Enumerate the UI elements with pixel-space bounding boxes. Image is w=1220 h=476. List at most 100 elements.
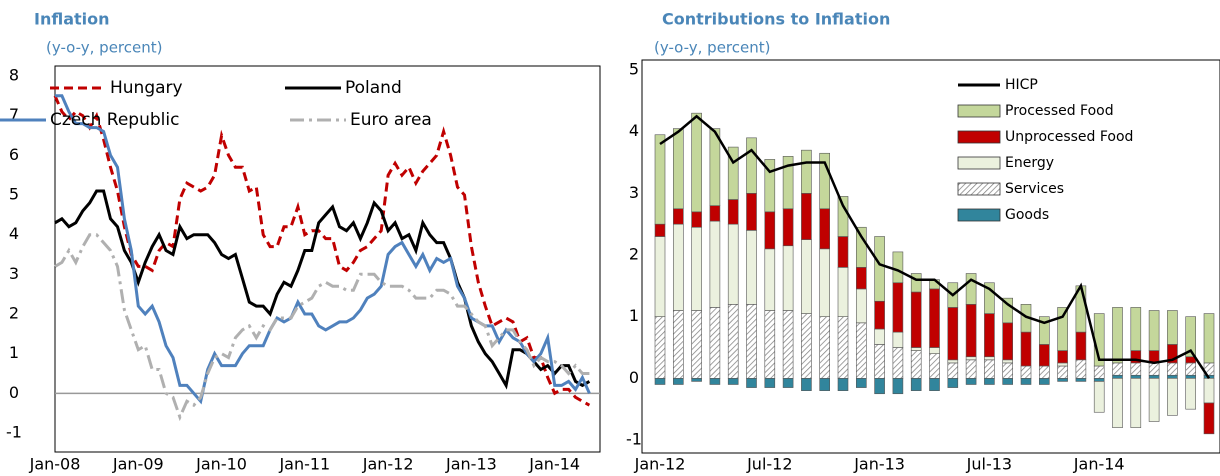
bar-segment — [855, 226, 867, 268]
bar-segment — [892, 347, 904, 379]
x-tick-label: Jan-12 — [634, 455, 686, 474]
bar-segment — [874, 236, 885, 302]
bar-segment — [855, 288, 867, 324]
bar-segment — [984, 282, 995, 314]
bar-segment — [1020, 331, 1032, 367]
x-tick-label: Jan-11 — [278, 455, 330, 474]
bar-segment — [801, 193, 812, 240]
bar-segment — [965, 359, 977, 379]
bar-segment — [1020, 365, 1032, 379]
bar-segment — [1130, 307, 1142, 351]
bar-segment — [929, 288, 940, 348]
bar-segment — [1185, 362, 1196, 376]
y-tick-label: 5 — [9, 185, 19, 204]
y-tick-label: 2 — [629, 245, 639, 264]
bar-segment — [837, 316, 849, 379]
bar-segment — [965, 304, 977, 358]
bar-segment — [910, 350, 922, 379]
x-tick-label: Jul-12 — [746, 455, 792, 474]
bar-segment — [1167, 374, 1178, 379]
chart-subtitle: (y-o-y, percent) — [46, 39, 162, 57]
chart-subtitle: (y-o-y, percent) — [654, 39, 770, 57]
bar-segment — [691, 211, 702, 228]
bar-segment — [782, 156, 794, 210]
bar-segment — [1075, 378, 1087, 382]
bar-segment — [984, 356, 995, 361]
bar-segment — [1093, 378, 1105, 382]
legend-swatch — [957, 182, 1001, 196]
series-line — [53, 95, 591, 407]
y-tick-label: 5 — [629, 60, 639, 79]
bar-segment — [1167, 310, 1178, 345]
plot-frame — [54, 65, 601, 453]
x-tick-label: Jan-08 — [29, 455, 81, 474]
bar-segment — [1203, 313, 1215, 364]
legend-label: Czech Republic — [50, 110, 179, 130]
bar-segment — [1130, 378, 1142, 428]
legend-label: Hungary — [110, 78, 183, 98]
bar-segment — [892, 251, 904, 284]
bar-segment — [819, 316, 831, 379]
legend-label: Poland — [345, 78, 402, 98]
bar-segment — [892, 378, 904, 395]
y-tick-label: 3 — [9, 264, 19, 283]
bar-segment — [654, 316, 666, 379]
chart-title: Inflation — [34, 10, 110, 29]
bar-segment — [1075, 359, 1087, 379]
bar-segment — [984, 313, 995, 358]
bar-segment — [764, 378, 776, 388]
bar-segment — [984, 359, 995, 379]
bar-segment — [1167, 378, 1178, 416]
bar-segment — [1039, 344, 1050, 367]
bar-segment — [910, 291, 922, 348]
bar-segment — [1002, 322, 1014, 361]
bar-segment — [892, 331, 904, 348]
bar-segment — [855, 322, 867, 379]
y-tick-label: 6 — [9, 145, 19, 164]
bar-segment — [1093, 381, 1105, 413]
bar-segment — [801, 149, 812, 194]
bar-segment — [1057, 307, 1068, 351]
bar-segment — [727, 304, 739, 379]
bar-segment — [929, 347, 940, 354]
bar-segment — [910, 347, 922, 351]
bar-segment — [746, 137, 757, 194]
bar-segment — [1057, 378, 1068, 382]
bar-segment — [727, 223, 739, 305]
y-tick-label: 0 — [629, 368, 639, 387]
bar-segment — [1130, 362, 1142, 376]
bar-segment — [874, 378, 885, 395]
y-tick-label: -1 — [626, 430, 642, 449]
plot-frame — [641, 59, 1220, 454]
x-tick-label: Jan-13 — [853, 455, 905, 474]
bar-segment — [691, 226, 702, 311]
bar-segment — [910, 273, 922, 293]
bar-segment — [672, 208, 684, 225]
bar-segment — [929, 378, 940, 391]
series-line — [54, 189, 591, 390]
bar-segment — [746, 230, 757, 305]
bar-segment — [1185, 374, 1196, 379]
bar-segment — [1112, 378, 1123, 428]
bar-segment — [874, 300, 885, 330]
y-tick-label: 1 — [9, 343, 19, 362]
legend-label: Energy — [1005, 155, 1054, 171]
bar-segment — [764, 310, 776, 379]
bar-segment — [764, 159, 776, 213]
legend-swatch — [957, 130, 1001, 144]
bar-segment — [727, 146, 739, 200]
bar-segment — [1148, 374, 1160, 379]
bar-segment — [782, 245, 794, 311]
bar-segment — [1039, 378, 1050, 385]
bar-segment — [1002, 378, 1014, 385]
bar-segment — [746, 378, 757, 388]
bar-segment — [965, 356, 977, 361]
bar-segment — [984, 378, 995, 385]
bar-segment — [782, 310, 794, 379]
x-tick-label: Jan-14 — [528, 455, 580, 474]
bar-segment — [910, 378, 922, 391]
bar-segment — [1039, 365, 1050, 379]
bar-segment — [691, 310, 702, 379]
bar-segment — [764, 211, 776, 250]
